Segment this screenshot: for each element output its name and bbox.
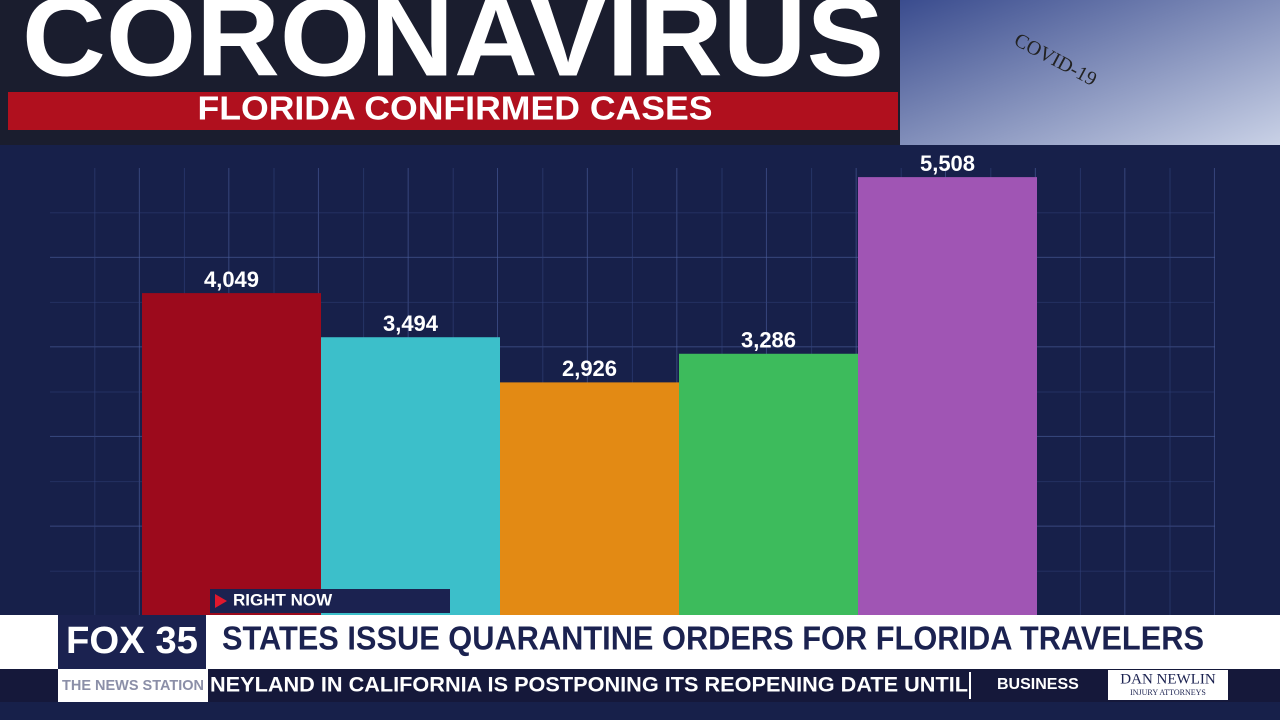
tag-icon <box>215 594 227 608</box>
bar <box>500 382 679 615</box>
value-label: 5,508 <box>920 151 975 176</box>
bar <box>858 177 1037 615</box>
tag-box <box>210 589 450 613</box>
value-label: 4,049 <box>204 267 259 292</box>
lower-third: RIGHT NOW FOX 35 STATES ISSUE QUARANTINE… <box>0 589 1280 702</box>
sponsor-box <box>1108 670 1228 700</box>
station-box <box>58 669 208 702</box>
value-label: 2,926 <box>562 356 617 381</box>
bars: 4,049 3,494 2,926 3,286 5,508 <box>142 151 1037 615</box>
logo: FOX 35 <box>66 620 198 662</box>
bar <box>142 293 321 615</box>
bar <box>321 337 500 615</box>
chart-title: CORONAVIRUS <box>22 0 884 100</box>
sponsor-tagline: INJURY ATTORNEYS <box>1130 688 1206 697</box>
headline: STATES ISSUE QUARANTINE ORDERS FOR FLORI… <box>222 620 1204 657</box>
header-image <box>900 0 1280 145</box>
station: THE NEWS STATION <box>62 677 204 694</box>
logo-box <box>58 615 206 669</box>
ticker-section: BUSINESS <box>997 676 1079 693</box>
tag: RIGHT NOW <box>233 590 333 609</box>
ticker-bar <box>0 669 1280 702</box>
bar <box>679 353 858 615</box>
value-label: 3,494 <box>383 311 439 336</box>
value-label: 3,286 <box>741 328 796 353</box>
sponsor: DAN NEWLIN <box>1120 671 1216 687</box>
headline-bar <box>0 615 1280 669</box>
ticker: NEYLAND IN CALIFORNIA IS POSTPONING ITS … <box>210 674 968 697</box>
chart-subtitle: FLORIDA CONFIRMED CASES <box>198 90 713 127</box>
subtitle-band <box>8 92 898 130</box>
